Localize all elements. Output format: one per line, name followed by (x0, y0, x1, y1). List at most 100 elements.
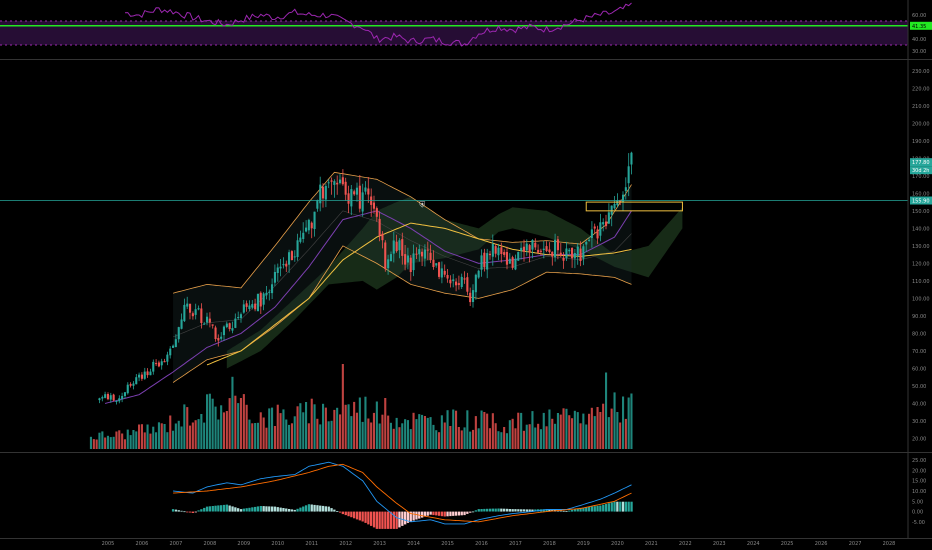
volume-bar (265, 427, 268, 449)
macd-histogram-bar (449, 511, 452, 517)
candle-body (135, 377, 138, 385)
macd-histogram-bar (361, 511, 364, 522)
macd-histogram-bar (242, 508, 245, 512)
resistance-zone[interactable] (585, 201, 683, 212)
candle-body (613, 203, 616, 209)
volume-bar (98, 432, 101, 449)
macd-histogram-bar (279, 507, 282, 512)
year-tick-label: 2017 (509, 541, 522, 547)
macd-histogram-bar (293, 509, 296, 512)
candle-body (381, 233, 384, 241)
candle-body (140, 374, 143, 379)
candle-body (568, 249, 571, 252)
candle-body (548, 249, 551, 253)
volume-bar (599, 412, 602, 449)
macd-histogram-bar (344, 511, 347, 516)
macd-histogram-bar (585, 507, 588, 512)
candle-body (355, 187, 358, 195)
volume-bar (169, 415, 172, 449)
candle-body (129, 384, 132, 386)
candle-body (559, 252, 562, 256)
candle-body (288, 252, 291, 265)
candle-body (242, 304, 245, 313)
candle-body (599, 222, 602, 236)
macd-histogram-bar (389, 511, 393, 529)
candle-body (214, 327, 217, 339)
candle-body (256, 293, 259, 312)
volume-bar (123, 439, 126, 449)
candle-body (576, 246, 579, 256)
price-tick-label: 70.00 (912, 349, 926, 355)
macd-histogram-bar (508, 509, 511, 512)
volume-bar (92, 439, 95, 449)
volume-bar (276, 404, 279, 449)
volume-bar (180, 426, 183, 449)
candle-body (412, 253, 415, 271)
volume-bar (109, 437, 112, 449)
macd-histogram-bar (426, 511, 429, 516)
candle-body (537, 249, 540, 253)
candle-body (299, 237, 302, 242)
volume-bar (319, 424, 322, 449)
volume-bar (279, 413, 282, 449)
macd-histogram-bar (307, 504, 311, 512)
volume-bar (344, 404, 347, 449)
year-tick-label: 2027 (849, 541, 862, 547)
volume-bar (191, 422, 194, 449)
macd-histogram-bar (273, 506, 277, 512)
candle-body (160, 361, 163, 366)
volume-bar (449, 426, 452, 449)
candle-body (607, 212, 610, 224)
candle-body (347, 193, 350, 204)
candle-body (542, 248, 545, 250)
volume-bar (537, 423, 540, 449)
macd-histogram-bar (469, 511, 472, 513)
candle-body (565, 248, 568, 258)
macd-histogram-bar (463, 511, 466, 516)
candle-body (123, 392, 126, 396)
candle-body (531, 240, 534, 250)
candle-body (622, 194, 625, 202)
volume-bar (302, 412, 305, 449)
macd-histogram-bar (254, 506, 257, 512)
candle-body (169, 348, 172, 356)
volume-bar (353, 401, 356, 449)
year-tick-label: 2026 (815, 541, 828, 547)
macd-histogram-bar (500, 508, 503, 512)
volume-bar (534, 427, 537, 449)
candle-body (112, 394, 115, 401)
macd-histogram-bar (336, 511, 339, 512)
macd-histogram-bar (200, 509, 203, 512)
volume-bar (208, 393, 211, 449)
volume-bar (613, 392, 616, 449)
price-tick-label: 20.00 (912, 437, 926, 443)
year-tick-label: 2007 (170, 541, 183, 547)
candle-body (582, 246, 585, 259)
macd-histogram-bar (211, 506, 214, 512)
volume-bar (194, 420, 197, 449)
volume-bar (415, 419, 418, 449)
candle-body (132, 383, 135, 386)
volume-bar (273, 426, 276, 449)
macd-histogram-bar (177, 510, 180, 512)
candle-body (282, 264, 285, 266)
volume-bar (401, 423, 404, 449)
volume-bar (622, 396, 625, 449)
last-price-bg (910, 158, 932, 167)
macd-histogram-bar (522, 509, 526, 512)
candle-body (525, 243, 528, 251)
volume-bar (429, 417, 432, 449)
signal-series (173, 463, 632, 523)
candle-body (440, 268, 443, 278)
macd-histogram-bar (262, 506, 265, 512)
candle-body (590, 229, 593, 238)
candle-body (344, 181, 347, 195)
candle-body (197, 308, 200, 310)
macd-histogram-bar (304, 505, 308, 512)
candle-body (248, 305, 251, 309)
macd-histogram-bar (370, 511, 373, 526)
hline-value-label: 155.90 (912, 199, 930, 205)
candle-body (534, 242, 537, 248)
candle-body (361, 192, 364, 212)
